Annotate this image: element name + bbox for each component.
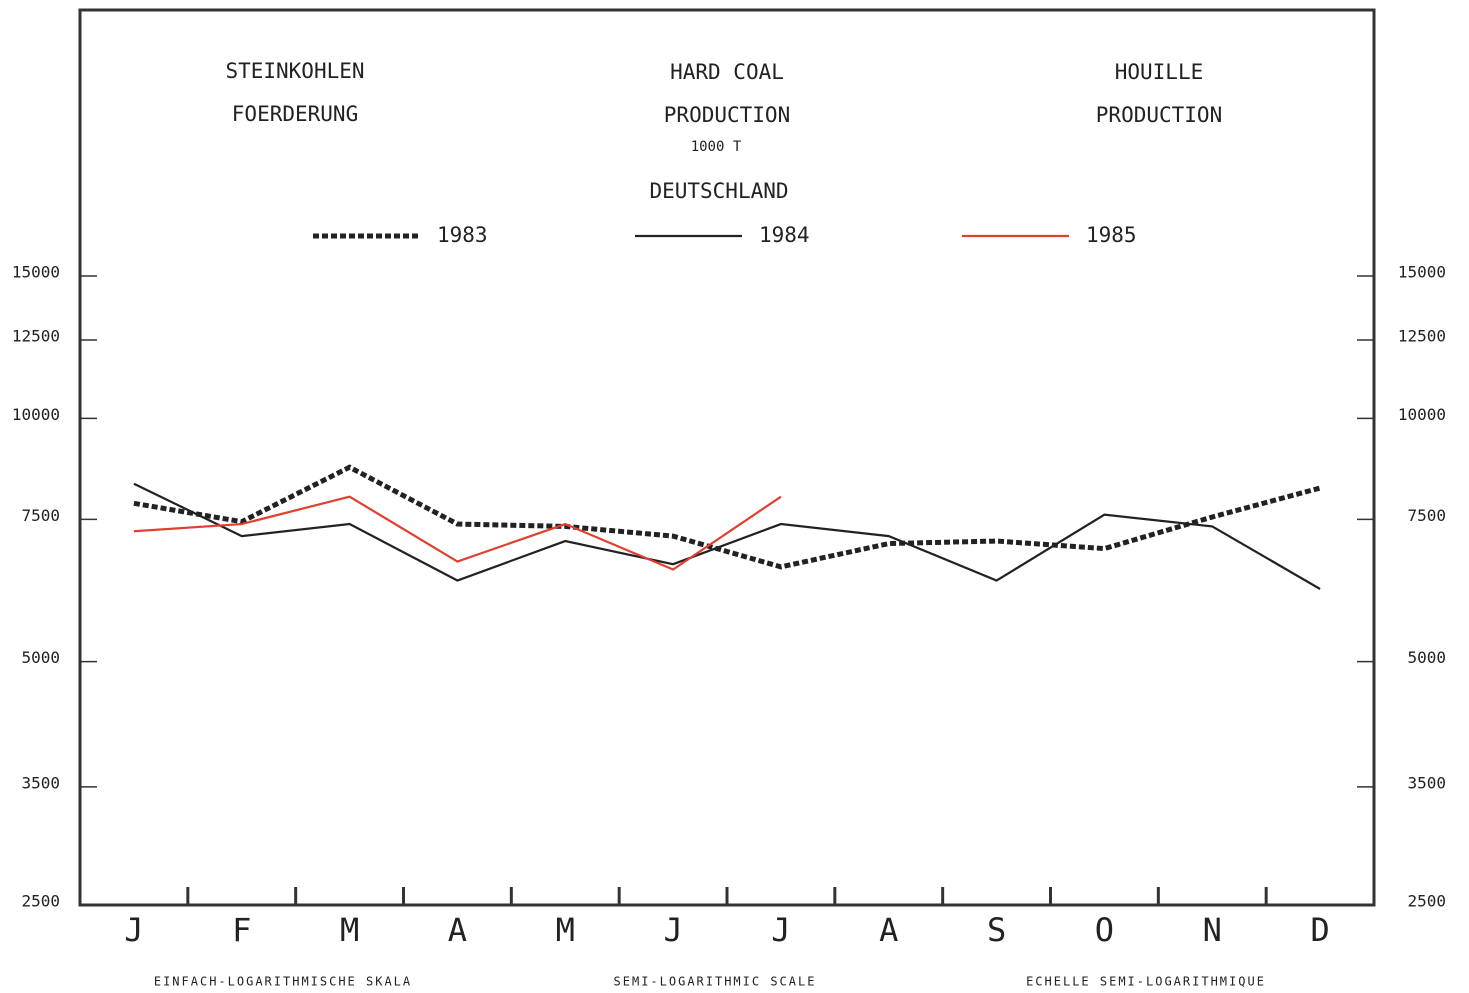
y-tick-label: 2500 <box>21 892 60 911</box>
series-line <box>133 464 1321 570</box>
x-tick-label: J <box>663 911 682 949</box>
x-tick-label: N <box>1203 911 1222 949</box>
title-en: HARD COAL <box>670 60 784 84</box>
title-de: FOERDERUNG <box>232 102 358 126</box>
y2-tick-label: 7500 <box>1407 506 1446 525</box>
footer: SEMI-LOGARITHMIC SCALE <box>614 975 817 989</box>
y-tick-label: 12500 <box>12 326 60 345</box>
y-tick-label: 10000 <box>12 405 60 424</box>
y-tick-label: 3500 <box>21 773 60 792</box>
legend-label: 1983 <box>437 223 488 247</box>
region: DEUTSCHLAND <box>649 179 788 203</box>
series-line <box>133 482 1321 590</box>
title-de: STEINKOHLEN <box>225 59 364 83</box>
legend-label: 1984 <box>759 223 810 247</box>
x-tick-label: A <box>879 911 898 949</box>
y2-tick-label: 3500 <box>1407 773 1446 792</box>
x-tick-label: J <box>124 911 143 949</box>
x-tick-label: S <box>987 911 1006 949</box>
y2-tick-label: 5000 <box>1407 648 1446 667</box>
series-line <box>133 495 782 571</box>
y2-tick-label: 12500 <box>1398 326 1446 345</box>
x-tick-label: O <box>1095 911 1114 949</box>
x-tick-label: J <box>771 911 790 949</box>
x-tick-label: D <box>1310 911 1329 949</box>
y-tick-label: 15000 <box>12 262 60 281</box>
title-en: PRODUCTION <box>664 103 790 127</box>
y-tick-label: 5000 <box>21 648 60 667</box>
footer: ECHELLE SEMI-LOGARITHMIQUE <box>1026 975 1266 989</box>
footer: EINFACH-LOGARITHMISCHE SKALA <box>154 975 412 989</box>
y-tick-label: 7500 <box>21 506 60 525</box>
y2-tick-label: 10000 <box>1398 405 1446 424</box>
title-fr: PRODUCTION <box>1096 103 1222 127</box>
title-fr: HOUILLE <box>1115 60 1204 84</box>
x-tick-label: M <box>556 911 575 949</box>
unit: 1000 T <box>691 139 742 155</box>
x-tick-label: F <box>232 911 251 949</box>
y2-tick-label: 15000 <box>1398 262 1446 281</box>
y2-tick-label: 2500 <box>1407 892 1446 911</box>
x-tick-label: A <box>448 911 467 949</box>
legend-label: 1985 <box>1086 223 1137 247</box>
x-tick-label: M <box>340 911 359 949</box>
